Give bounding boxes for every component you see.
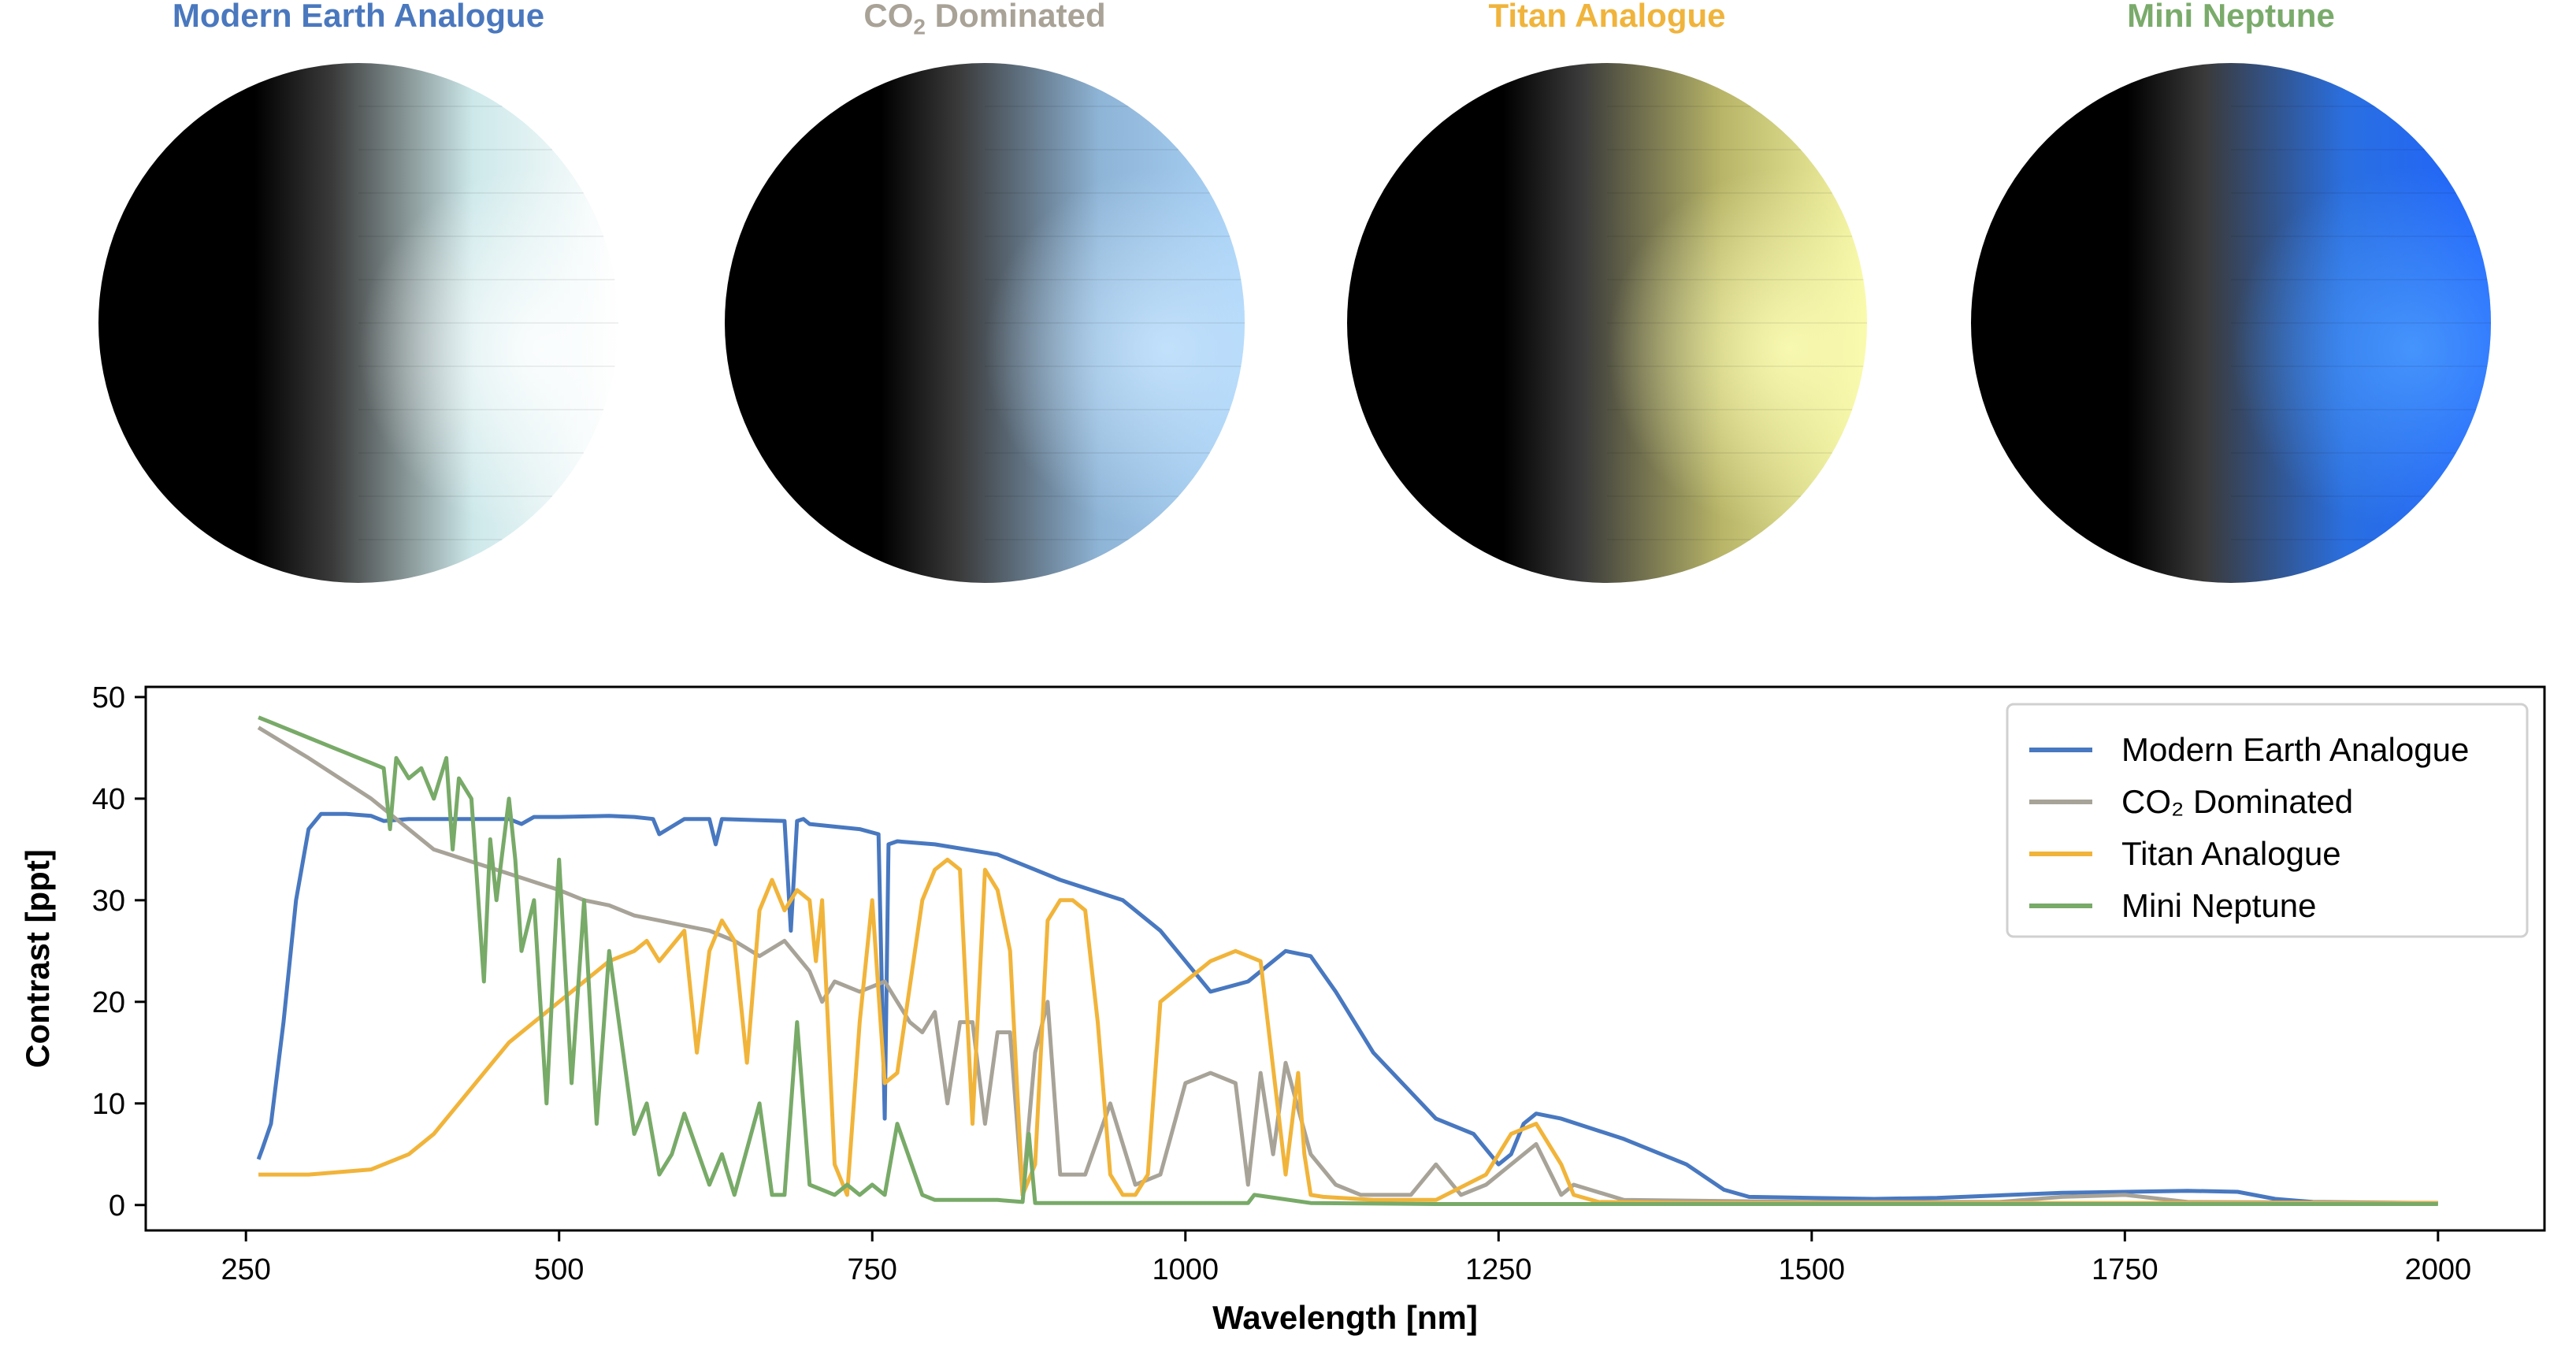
planet-panel-modern-earth: Modern Earth Analogue	[67, 0, 650, 583]
x-tick-label: 2000	[2405, 1253, 2472, 1286]
planet-title-titan-analogue: Titan Analogue	[1488, 0, 1726, 34]
series-line-2	[258, 857, 2438, 1205]
planet-sphere-mini-neptune	[1971, 63, 2491, 583]
series-line-3	[258, 715, 2438, 1206]
x-tick-label: 250	[221, 1253, 271, 1286]
planet-title-modern-earth: Modern Earth Analogue	[172, 0, 545, 34]
series-line-0	[256, 811, 2438, 1205]
planet-highlight	[1347, 63, 1867, 583]
legend-label-0: Modern Earth Analogue	[2121, 731, 2469, 768]
x-tick-label: 500	[534, 1253, 584, 1286]
planet-renders-row: Modern Earth Analogue CO2 Dominated Tita…	[0, 0, 2576, 583]
legend-box	[2006, 703, 2529, 938]
planet-highlight	[98, 63, 618, 583]
y-tick-label: 10	[92, 1088, 125, 1121]
legend-label-3: Mini Neptune	[2121, 887, 2316, 924]
planet-panel-co2-dominated: CO2 Dominated	[693, 0, 1276, 583]
planet-title-mini-neptune: Mini Neptune	[2127, 0, 2335, 34]
x-tick-label: 750	[848, 1253, 897, 1286]
y-tick-label: 50	[92, 681, 125, 714]
planet-highlight	[725, 63, 1245, 583]
legend-label-2: Titan Analogue	[2121, 835, 2341, 872]
planet-sphere-titan-analogue	[1347, 63, 1867, 583]
legend: Modern Earth Analogue CO₂ Dominated Titan …	[2006, 703, 2529, 938]
x-tick-label: 1500	[1779, 1253, 1846, 1286]
contrast-spectrum-chart: 250 500 750 1000 1250 1500 1750 2000 0 10 20 30 40 50…	[19, 681, 2546, 1336]
planet-title-co2-dominated: CO2 Dominated	[863, 0, 1106, 39]
legend-label-1: CO₂ Dominated	[2121, 783, 2353, 820]
y-tick-label: 0	[109, 1189, 125, 1223]
y-tick-label: 40	[92, 783, 125, 816]
planet-panel-titan-analogue: Titan Analogue	[1316, 0, 1899, 583]
series-line-1	[257, 725, 2438, 1205]
planet-sphere-modern-earth	[98, 63, 618, 583]
x-tick-label: 1250	[1465, 1253, 1532, 1286]
x-tick-label: 1750	[2092, 1253, 2158, 1286]
planet-panel-mini-neptune: Mini Neptune	[1939, 0, 2522, 583]
y-tick-label: 20	[92, 986, 125, 1019]
x-tick-label: 1000	[1152, 1253, 1219, 1286]
y-tick-label: 30	[92, 885, 125, 918]
plot-frame	[144, 685, 2546, 1232]
y-axis-label: Contrast [ppt]	[19, 849, 56, 1068]
planet-highlight	[1971, 63, 2491, 583]
planet-sphere-co2-dominated	[725, 63, 1245, 583]
x-axis-label: Wavelength [nm]	[1212, 1299, 1478, 1336]
